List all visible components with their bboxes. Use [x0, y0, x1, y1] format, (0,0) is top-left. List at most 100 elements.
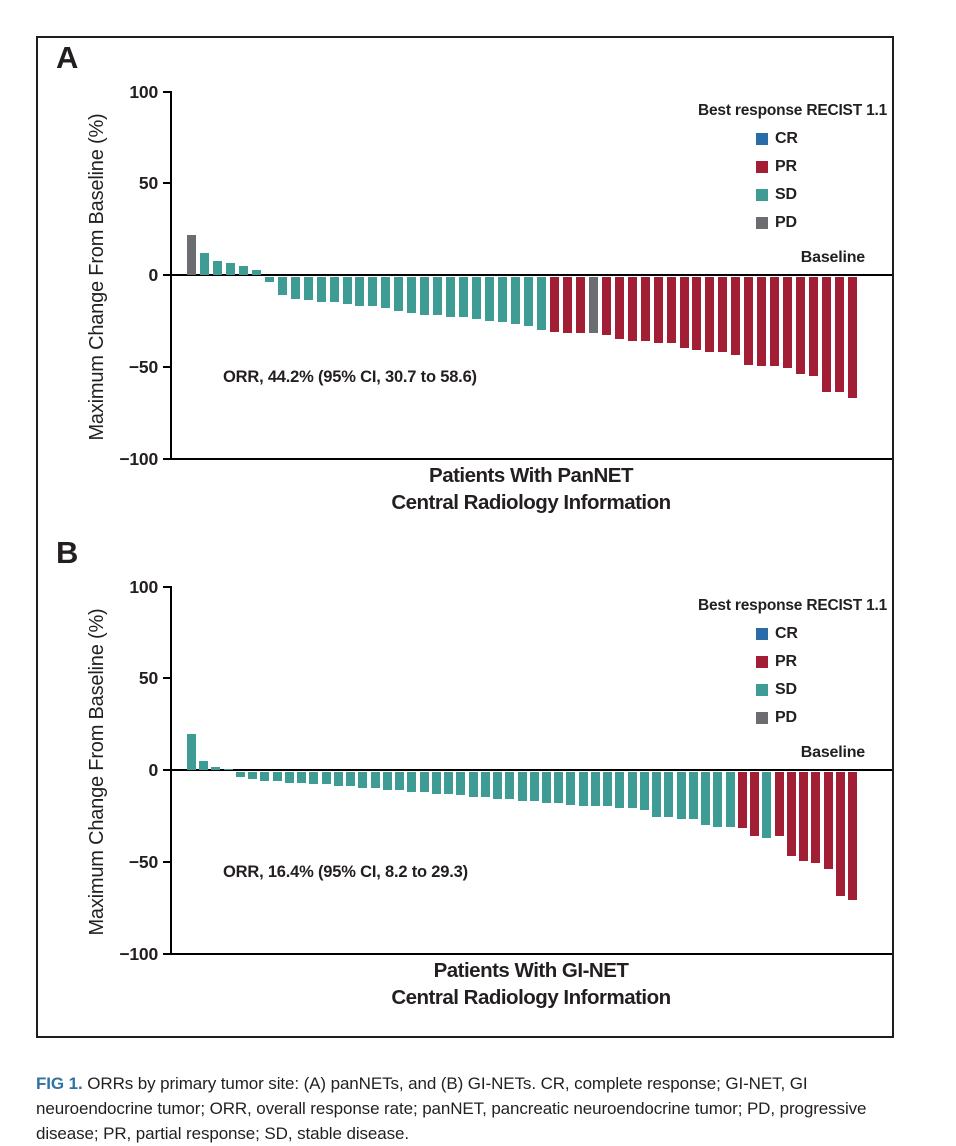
bar-sd [517, 771, 527, 801]
bar-sd [652, 771, 662, 818]
x-axis-title-line2: Central Radiology Information [391, 491, 671, 514]
bar-pr [811, 771, 821, 864]
bar-sd [511, 276, 521, 325]
bar-sd [346, 771, 356, 787]
bar-sd [368, 276, 378, 306]
bar-sd [316, 276, 326, 303]
legend-row-cr: CR [756, 625, 892, 642]
bar-pr [774, 771, 784, 836]
bar-pr [737, 771, 747, 829]
x-axis-title-line2: Central Radiology Information [391, 986, 671, 1009]
x-axis-line [170, 458, 892, 460]
bar-pr [835, 276, 845, 393]
bar-pr [627, 276, 637, 341]
bar-pd [187, 235, 196, 276]
bar-pr [848, 276, 857, 398]
panel-a-label: A [56, 40, 79, 75]
y-tick-label-100: 100 [129, 577, 158, 597]
bar-sd [615, 771, 625, 809]
legend-row-pd: PD [756, 709, 892, 726]
bar-sd [355, 276, 365, 306]
sd-swatch-icon [756, 683, 768, 696]
bar-sd [456, 771, 466, 796]
bar-pr [835, 771, 845, 897]
legend-label-pd: PD [775, 708, 797, 726]
bar-sd [381, 276, 391, 308]
bar-sd [342, 276, 352, 305]
bar-sd [211, 766, 221, 771]
bar-sd [272, 771, 282, 781]
bar-sd [264, 276, 274, 282]
bar-sd [554, 771, 564, 803]
y-tick-mark [163, 182, 171, 184]
bar-sd [260, 771, 270, 781]
pd-swatch-icon [756, 216, 768, 229]
bar-sd [225, 262, 235, 276]
legend-label-sd: SD [775, 680, 797, 698]
bar-pr [549, 276, 559, 332]
bar-pr [770, 276, 780, 367]
baseline-label: Baseline [800, 249, 865, 266]
y-tick-label-0: 0 [148, 760, 158, 780]
bar-sd [303, 276, 313, 301]
bars-area [187, 92, 857, 459]
bar-sd [523, 276, 533, 327]
bar-sd [395, 771, 405, 790]
y-tick-mark [163, 458, 171, 460]
bar-sd [590, 771, 600, 807]
bar-sd [329, 276, 339, 303]
pd-swatch-icon [756, 711, 768, 724]
bar-pr [744, 276, 754, 365]
panel-a-waterfall-chart: A Maximum Change From Baseline (%) 100 5… [38, 38, 892, 514]
bar-sd [309, 771, 319, 785]
bar-sd [333, 771, 343, 787]
legend-title: Best response RECIST 1.1 [698, 102, 888, 119]
bar-pr [575, 276, 585, 334]
legend-label-cr: CR [775, 624, 798, 642]
legend-label-pr: PR [775, 157, 797, 175]
legend-label-pr: PR [775, 652, 797, 670]
bar-pr [750, 771, 760, 836]
bar-sd [199, 761, 209, 771]
bar-sd [251, 269, 261, 276]
legend-title: Best response RECIST 1.1 [698, 597, 888, 614]
y-tick-mark [163, 91, 171, 93]
y-tick-mark [163, 677, 171, 679]
legend: Best response RECIST 1.1 CR PR SD PD [698, 102, 892, 242]
pr-swatch-icon [756, 160, 768, 173]
bar-sd [444, 771, 454, 794]
bar-sd [321, 771, 331, 785]
bar-pr [809, 276, 819, 376]
bar-sd [688, 771, 698, 820]
legend-label-sd: SD [775, 185, 797, 203]
bar-pr [653, 276, 663, 343]
bar-sd [199, 253, 209, 276]
bar-sd [212, 260, 222, 276]
bar-sd [235, 771, 245, 777]
bars-area [187, 587, 857, 954]
baseline-zero-line [170, 769, 892, 771]
bar-sd [433, 276, 443, 316]
bar-sd [248, 771, 258, 779]
bar-sd [536, 276, 546, 330]
x-axis-title-line1: Patients With PanNET [429, 464, 633, 487]
bar-sd [541, 771, 551, 803]
bar-sd [485, 276, 495, 321]
bar-pr [731, 276, 741, 356]
y-tick-mark [163, 953, 171, 955]
bar-sd [701, 771, 711, 825]
bar-sd [725, 771, 735, 827]
x-axis-title: Patients With PanNET Central Radiology I… [170, 462, 892, 516]
bar-sd [468, 771, 478, 798]
bar-pr [666, 276, 676, 343]
legend-row-pd: PD [756, 214, 892, 231]
bar-pr [601, 276, 611, 336]
y-tick-label-neg50: −50 [128, 852, 158, 872]
bar-pr [783, 276, 793, 369]
bar-sd [370, 771, 380, 788]
bar-sd [419, 771, 429, 792]
bar-sd [762, 771, 772, 838]
pr-swatch-icon [756, 655, 768, 668]
legend-row-sd: SD [756, 681, 892, 698]
legend-label-cr: CR [775, 129, 798, 147]
